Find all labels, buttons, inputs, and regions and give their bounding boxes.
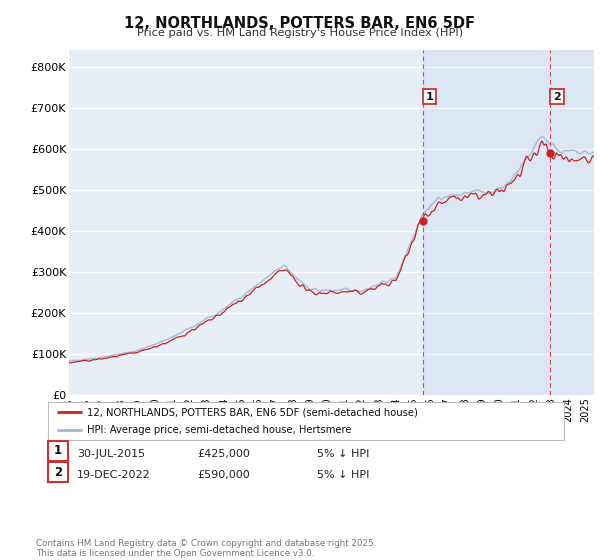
Text: 12, NORTHLANDS, POTTERS BAR, EN6 5DF: 12, NORTHLANDS, POTTERS BAR, EN6 5DF (125, 16, 476, 31)
Text: Price paid vs. HM Land Registry's House Price Index (HPI): Price paid vs. HM Land Registry's House … (137, 28, 463, 38)
Text: 2: 2 (553, 92, 561, 101)
Text: 19-DEC-2022: 19-DEC-2022 (77, 470, 151, 480)
Text: 30-JUL-2015: 30-JUL-2015 (77, 449, 145, 459)
Text: 5% ↓ HPI: 5% ↓ HPI (317, 449, 369, 459)
Text: £590,000: £590,000 (197, 470, 250, 480)
Text: 1: 1 (426, 92, 434, 101)
Text: £425,000: £425,000 (197, 449, 250, 459)
Bar (423, 50, 594, 395)
Text: 12, NORTHLANDS, POTTERS BAR, EN6 5DF (semi-detached house): 12, NORTHLANDS, POTTERS BAR, EN6 5DF (se… (86, 407, 418, 417)
Text: Contains HM Land Registry data © Crown copyright and database right 2025.
This d: Contains HM Land Registry data © Crown c… (36, 539, 376, 558)
Text: 1: 1 (54, 445, 62, 458)
Text: 2: 2 (54, 466, 62, 479)
Text: 5% ↓ HPI: 5% ↓ HPI (317, 470, 369, 480)
Text: HPI: Average price, semi-detached house, Hertsmere: HPI: Average price, semi-detached house,… (86, 425, 351, 435)
